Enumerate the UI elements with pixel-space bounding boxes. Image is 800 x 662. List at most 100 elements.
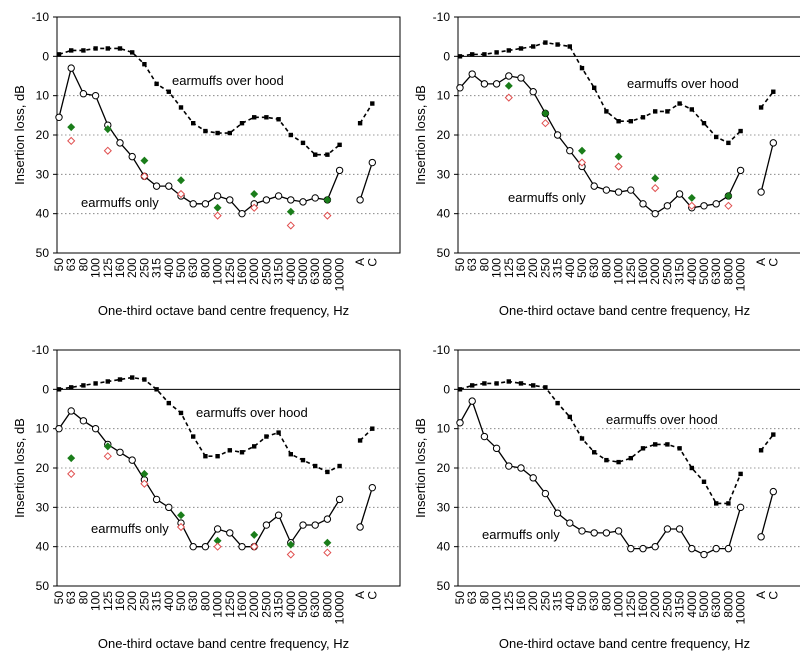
marker-green [323, 195, 332, 204]
x-tick-label: 5000 [697, 591, 711, 618]
point-extra-only [769, 139, 777, 147]
y-axis-title: Insertion loss, dB [413, 418, 428, 518]
marker-red [504, 93, 513, 102]
point-only [602, 529, 611, 537]
annotation-hood: earmuffs over hood [627, 76, 739, 91]
marker-green [67, 454, 76, 463]
point-only [492, 80, 501, 88]
x-tick-label-extra: C [365, 591, 379, 600]
marker-green [578, 146, 586, 155]
marker-red [67, 136, 76, 146]
annotation-hood: earmuffs over hood [172, 73, 284, 88]
point-only [590, 182, 598, 190]
point-hood [738, 471, 743, 477]
x-tick-label: 1000 [211, 258, 225, 285]
marker-red [724, 201, 733, 210]
marker-green [504, 81, 513, 90]
point-hood [470, 383, 475, 388]
point-only [517, 74, 525, 82]
point-only [492, 444, 501, 453]
marker-red [176, 189, 186, 199]
series-line-only [459, 73, 742, 215]
point-hood [531, 44, 536, 49]
x-tick-label: 250 [137, 591, 151, 611]
marker-red [103, 146, 112, 155]
point-hood [154, 387, 159, 392]
point-hood [130, 375, 135, 380]
y-tick-label: 20 [437, 461, 451, 475]
point-only [456, 419, 464, 427]
point-extra-only [757, 533, 765, 541]
point-only [299, 198, 307, 206]
point-only [468, 397, 476, 405]
x-tick-label: 630 [186, 258, 200, 278]
point-only [651, 209, 659, 218]
point-only [639, 200, 647, 208]
point-hood [288, 452, 293, 457]
series-line-extra-only [760, 491, 774, 538]
point-hood [142, 62, 147, 67]
marker-red [286, 550, 295, 559]
point-only [480, 80, 489, 88]
x-tick-label: 630 [186, 591, 200, 611]
point-only [67, 64, 75, 72]
x-tick-label: 10000 [734, 591, 748, 625]
x-tick-label: 160 [514, 591, 528, 611]
x-tick-label: 80 [477, 591, 491, 605]
point-hood [69, 48, 74, 53]
point-only [79, 90, 88, 98]
x-tick-label: 100 [89, 591, 103, 611]
x-tick-label: 1000 [612, 591, 626, 618]
point-only [700, 202, 708, 210]
annotation-only: earmuffs only [81, 195, 159, 210]
point-hood [616, 459, 621, 465]
x-tick-label: 250 [538, 258, 552, 278]
y-tick-label: -10 [32, 10, 50, 24]
series-line-hood [58, 47, 341, 156]
x-tick-label: 8000 [721, 591, 735, 618]
y-tick-label: 10 [437, 422, 451, 436]
annotation-only: earmuffs only [482, 527, 560, 542]
y-tick-label: 40 [36, 540, 50, 554]
y-tick-label: 20 [36, 461, 50, 475]
point-hood [215, 454, 220, 459]
y-tick-label: 30 [437, 167, 451, 181]
point-hood [215, 130, 220, 136]
x-tick-label: 6300 [709, 258, 723, 285]
marker-red [140, 479, 149, 488]
x-tick-label: 50 [52, 591, 66, 605]
point-hood [628, 119, 633, 124]
x-tick-label: 6300 [308, 591, 322, 618]
point-hood [470, 52, 475, 57]
x-tick-label-extra: A [353, 258, 367, 266]
point-hood [579, 436, 585, 441]
point-hood [178, 105, 184, 110]
x-tick-label: 50 [453, 591, 467, 605]
x-tick-label: 125 [502, 258, 516, 278]
marker-green [286, 540, 295, 549]
point-extra-hood [357, 438, 363, 443]
marker-green [177, 176, 185, 185]
chart-panel-4: -100102030405050638010012516020025031540… [413, 343, 800, 651]
y-tick-label: 30 [36, 500, 50, 514]
series-line-extra-hood [760, 434, 774, 451]
x-tick-label: 2000 [648, 258, 662, 285]
marker-green [541, 109, 550, 118]
x-tick-label: 1600 [235, 258, 249, 285]
point-only [152, 182, 161, 190]
x-tick-label: 125 [101, 591, 115, 611]
point-hood [726, 140, 731, 146]
point-only [262, 521, 271, 529]
x-tick-label: 1250 [223, 591, 237, 618]
point-hood [628, 455, 633, 461]
plot-frame [56, 349, 401, 587]
x-tick-label: 63 [64, 258, 78, 272]
point-only [614, 527, 623, 535]
x-axis-title: One-third octave band centre frequency, … [98, 303, 349, 318]
point-hood [518, 381, 524, 386]
x-tick-label-extra: A [353, 591, 367, 599]
marker-green [140, 156, 149, 165]
y-tick-label: -10 [433, 343, 451, 357]
